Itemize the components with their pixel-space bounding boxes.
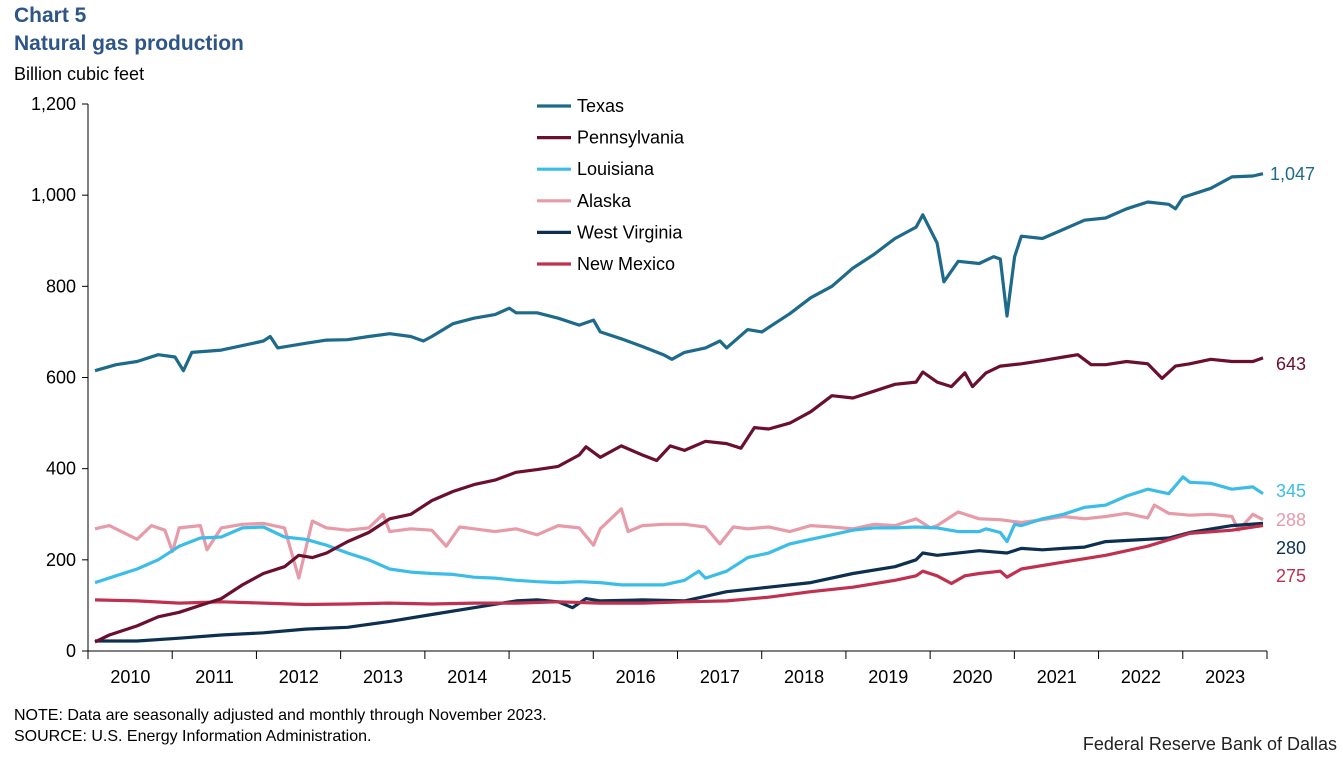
series-line-west-virginia <box>95 521 1264 643</box>
series-line-new-mexico <box>94 524 1264 607</box>
x-tick-label: 2013 <box>363 667 403 687</box>
chart-number: Chart 5 <box>14 4 87 27</box>
series-line-louisiana <box>94 475 1264 587</box>
x-tick-label: 2015 <box>531 667 571 687</box>
end-label-pennsylvania: 643 <box>1276 354 1306 374</box>
legend-label: Louisiana <box>577 159 655 179</box>
y-tick-label: 0 <box>66 641 76 661</box>
y-tick-label: 1,000 <box>31 185 76 205</box>
x-tick-label: 2019 <box>868 667 908 687</box>
x-tick-label: 2014 <box>447 667 487 687</box>
y-tick-label: 400 <box>46 459 76 479</box>
y-tick-label: 600 <box>46 368 76 388</box>
chart-credit: Federal Reserve Bank of Dallas <box>1082 734 1337 754</box>
y-axis-unit-label: Billion cubic feet <box>14 64 145 84</box>
chart-axes: 0 200 400 600 800 1,000 1,200 2010 2011 2012 2013 2… <box>31 94 1268 687</box>
end-label-west-virginia: 280 <box>1276 538 1306 558</box>
chart-legend: Texas Pennsylvania Louisiana Alaska West Vir… <box>537 96 685 274</box>
end-label-alaska: 288 <box>1276 510 1306 530</box>
x-tick-label: 2010 <box>110 667 150 687</box>
end-label-texas: 1,047 <box>1270 164 1315 184</box>
x-tick-label: 2020 <box>952 667 992 687</box>
y-tick-label: 200 <box>46 550 76 570</box>
line-chart: 0 200 400 600 800 1,000 1,200 2010 2011 2012 2013 2… <box>31 94 1315 687</box>
x-tick-label: 2018 <box>784 667 824 687</box>
x-tick-label: 2011 <box>195 667 234 687</box>
end-label-new-mexico: 275 <box>1276 566 1306 586</box>
x-tick-label: 2022 <box>1121 667 1161 687</box>
y-tick-label: 800 <box>46 276 76 296</box>
chart-title: Natural gas production <box>14 32 244 55</box>
x-tick-label: 2016 <box>616 667 656 687</box>
legend-label: Texas <box>577 96 624 116</box>
y-tick-label: 1,200 <box>31 94 76 114</box>
end-value-labels: 1,047 643 345 288 280 275 <box>1270 164 1315 586</box>
series-lines <box>94 172 1264 644</box>
legend-label: New Mexico <box>577 254 675 274</box>
x-tick-label: 2017 <box>700 667 740 687</box>
chart-note: NOTE: Data are seasonally adjusted and m… <box>14 707 547 724</box>
end-label-louisiana: 345 <box>1276 481 1306 501</box>
series-line-texas <box>94 172 1264 373</box>
x-tick-label: 2023 <box>1205 667 1245 687</box>
series-line-alaska <box>94 503 1264 580</box>
chart-source: SOURCE: U.S. Energy Information Administ… <box>14 728 372 745</box>
legend-label: Pennsylvania <box>577 128 685 148</box>
legend-label: West Virginia <box>577 222 683 242</box>
series-line-pennsylvania <box>94 353 1264 644</box>
x-tick-label: 2021 <box>1037 667 1077 687</box>
legend-label: Alaska <box>577 191 632 211</box>
x-tick-label: 2012 <box>279 667 319 687</box>
